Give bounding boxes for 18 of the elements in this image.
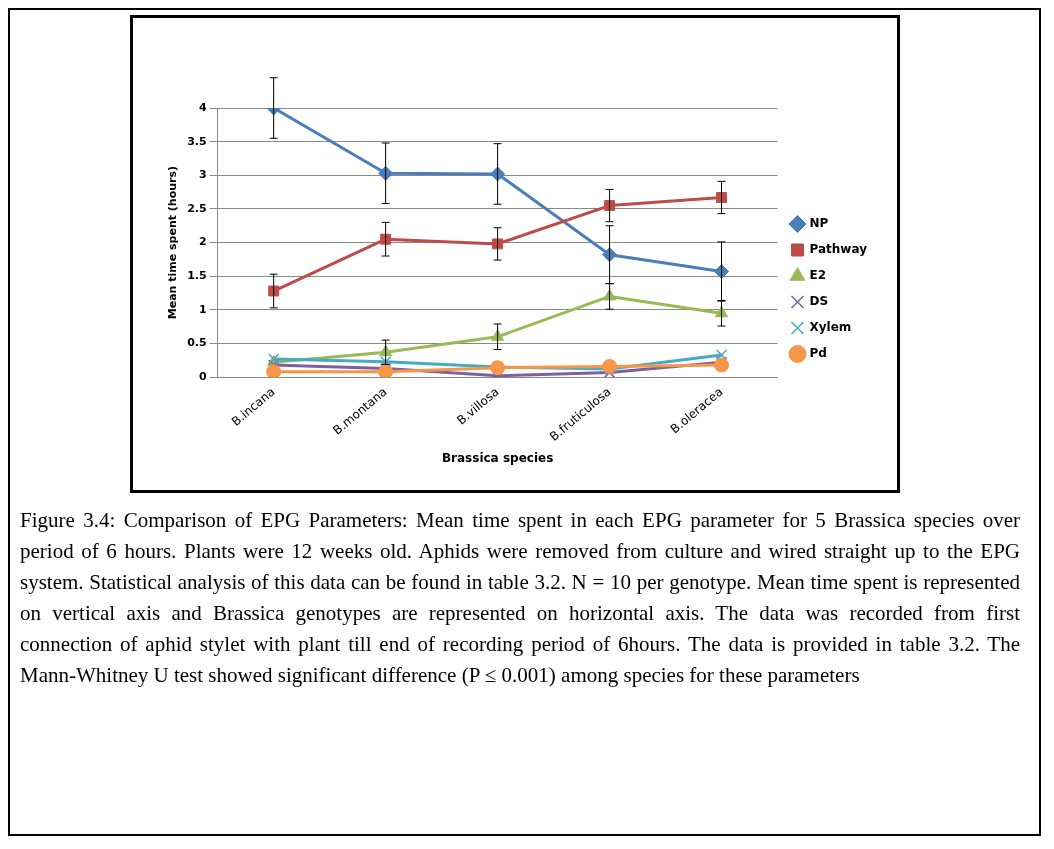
y-tick-label: 3	[199, 168, 207, 182]
legend-label: Xylem	[809, 320, 852, 335]
y-tick-label: 4	[199, 100, 208, 114]
legend-label: NP	[809, 216, 829, 231]
y-tick-label: 1.5	[187, 269, 207, 283]
legend-label: E2	[809, 268, 827, 283]
x-axis-title: Brassica species	[441, 450, 554, 465]
y-tick-label: 1	[199, 302, 207, 316]
legend-label: Pathway	[809, 242, 868, 257]
legend-label: DS	[809, 294, 829, 309]
y-tick-label: 0	[199, 370, 208, 383]
y-tick-label: 0.5	[187, 336, 207, 350]
y-tick-label: 2	[199, 235, 207, 249]
caption: Figure 3.4: Comparison of EPG Parameters: Mean time spent in each EPG parameter for 5 Brassica species over period of 6 hours. Plants were 12 weeks old. Aphids were removed from culture and wired straight up to the EPG system. Statistical analysis of this data can be found in table 3.2. N = 10 per genotype. Mean time spent is represented on vertical axis and Brassica genotypes are represented on horizontal axis. The data was recorded from first connection of aphid stylet with plant till end of recording period of 6hours. The data is provided in table 3.2. The Mann-Whitney U test showed significant difference (P ≤ 0.001) among species for these parameters	[20, 507, 1020, 689]
legend-label: Pd	[809, 346, 827, 361]
y-tick-label: 3.5	[187, 134, 207, 148]
y-tick-label: 2.5	[187, 201, 207, 215]
y-axis-title: Mean time spent (hours)	[166, 165, 180, 320]
